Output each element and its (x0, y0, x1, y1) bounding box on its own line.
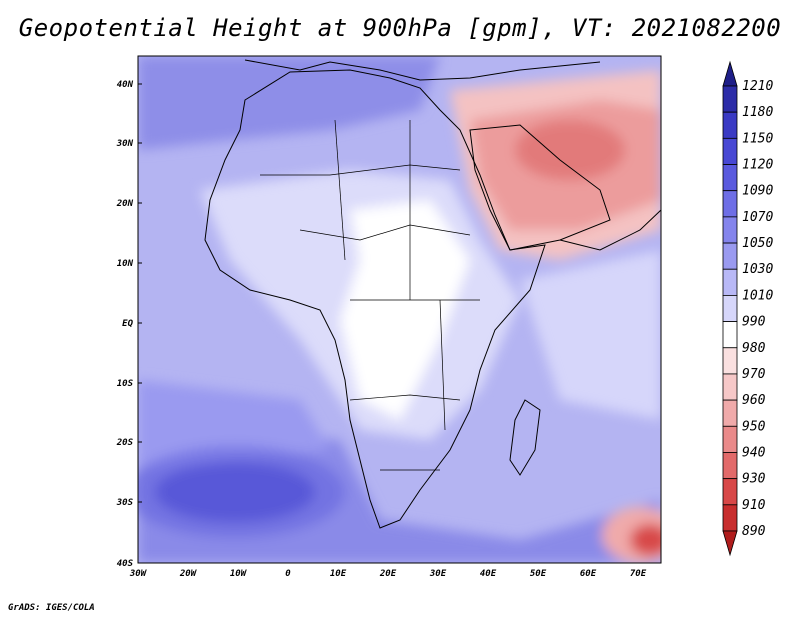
colorbar-label: 990 (742, 315, 766, 330)
lon-label: 50E (530, 569, 547, 579)
colorbar-label: 960 (742, 393, 766, 408)
colorbar-box (722, 399, 738, 427)
lat-axis: 40N 30N 20N 10N EQ 10S 20S 30S 40S (116, 80, 142, 569)
colorbar-label: 910 (742, 498, 766, 513)
lon-label: 20E (379, 569, 397, 579)
colorbar-label: 1120 (742, 158, 773, 173)
lat-label: 20N (116, 199, 134, 209)
colorbar-label: 1050 (742, 236, 773, 251)
colorbar-label: 1070 (742, 210, 773, 225)
colorbar-box (722, 373, 738, 401)
colorbar-label: 1030 (742, 262, 773, 277)
colorbar-label: 1010 (742, 288, 773, 303)
colorbar-box (722, 164, 738, 192)
lon-label: 0 (285, 569, 291, 579)
lon-label: 70E (630, 569, 647, 579)
lon-label: 10W (230, 569, 248, 579)
colorbar-box (722, 347, 738, 375)
colorbar-box (722, 478, 738, 506)
colorbar-box (722, 111, 738, 139)
colorbar-box (722, 504, 738, 532)
lat-label: 40N (117, 80, 134, 90)
lon-label: 40E (480, 569, 497, 579)
lon-axis: 30W 20W 10W 0 10E 20E 30E 40E 50E 60E 70… (129, 569, 647, 579)
colorbar-box (722, 242, 738, 270)
grads-credit: GrADS: IGES/COLA (8, 603, 95, 613)
colorbar-label: 930 (742, 472, 766, 487)
height-field (138, 56, 661, 563)
lat-label: 10S (117, 379, 134, 389)
colorbar-box (722, 268, 738, 296)
colorbar-box (722, 321, 738, 349)
map-frame (137, 55, 662, 564)
lat-label: 30N (116, 139, 134, 149)
lat-label: 40S (117, 559, 134, 569)
lon-label: 30E (429, 569, 447, 579)
coastlines (204, 59, 661, 529)
lat-label: 10N (117, 259, 134, 269)
colorbar-label: 940 (742, 445, 766, 460)
lon-label: 10E (330, 569, 347, 579)
colorbar-label: 980 (742, 341, 766, 356)
colorbar-labels: 1210 1180 1150 1120 1090 1070 1050 1030 1010 990 9… (742, 79, 773, 539)
colorbar-box (722, 452, 738, 480)
colorbar-label: 970 (742, 367, 766, 382)
colorbar-label: 1180 (742, 105, 773, 120)
map-title: Geopotential Height at 900hPa [gpm], VT:… (18, 14, 782, 42)
colorbar-box (722, 85, 738, 113)
lat-label: 20S (116, 438, 134, 448)
colorbar-label: 890 (742, 524, 766, 539)
colorbar-box (722, 295, 738, 322)
colorbar-label: 1210 (742, 79, 773, 94)
country-borders (260, 119, 480, 471)
lon-label: 60E (580, 569, 597, 579)
colorbar-box (722, 190, 738, 218)
lat-label: EQ (122, 319, 133, 329)
colorbar-arrow-top (722, 60, 738, 87)
lon-label: 30W (129, 569, 148, 579)
colorbar: 1210 1180 1150 1120 1090 1070 1050 1030 1010 990 9… (722, 60, 773, 557)
colorbar-label: 1150 (742, 131, 773, 146)
colorbar-box (722, 137, 738, 165)
colorbar-box (722, 425, 738, 453)
colorbar-boxes (722, 60, 738, 557)
lat-label: 30S (116, 498, 134, 508)
lon-label: 20W (179, 569, 198, 579)
colorbar-arrow-bottom (722, 530, 738, 557)
colorbar-label: 1090 (742, 184, 773, 199)
colorbar-label: 950 (742, 419, 766, 434)
colorbar-box (722, 216, 738, 244)
